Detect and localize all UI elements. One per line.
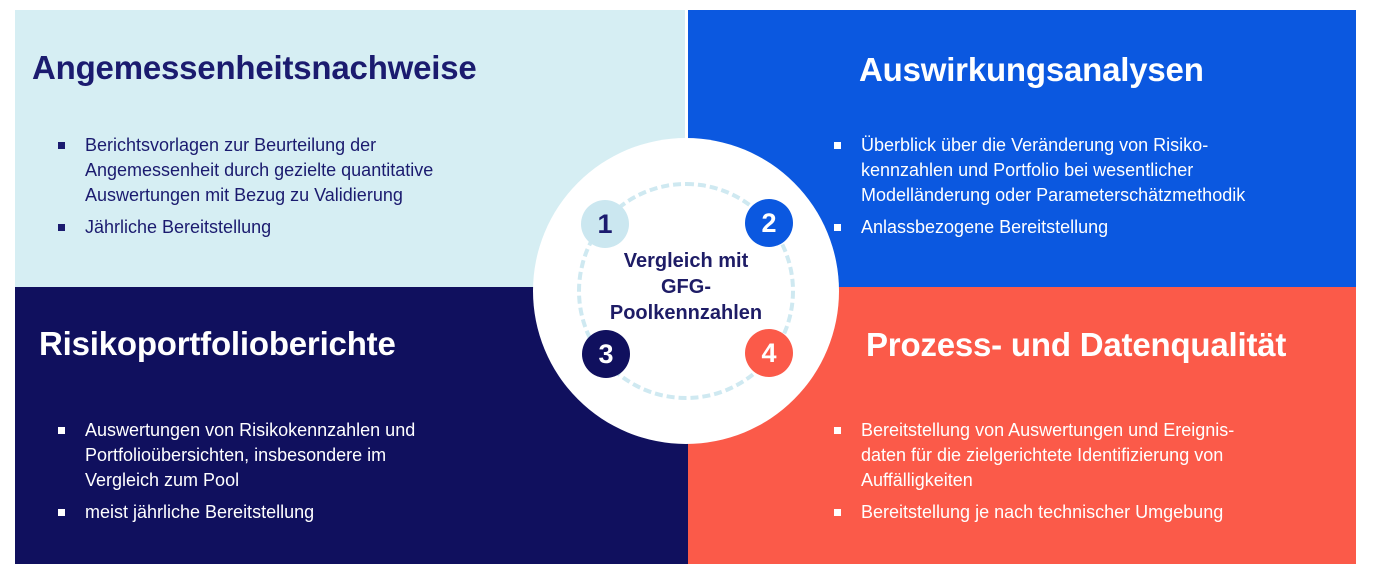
bullet-text: Anlassbezogene Bereitstellung [861, 217, 1109, 237]
bullet-text: meist jährliche Bereitstellung [85, 502, 315, 522]
step-badge-2: 2 [745, 199, 793, 247]
bullet-square-icon [58, 509, 65, 516]
bullet-square-icon [58, 142, 65, 149]
quadrant-risikoportfolioberichte: Risikoportfolioberichte Auswertungen von… [15, 287, 688, 564]
center-label-line: Poolkennzahlen [609, 302, 763, 324]
bullet-item: Überblick über die Veränderung von Risik… [833, 133, 1333, 208]
bullet-item: Jährliche Bereitstellung [57, 215, 577, 240]
bullet-list: Auswertungen von Risikokennzahlen und Po… [57, 418, 577, 532]
quadrant-title: Risikoportfolioberichte [39, 325, 396, 362]
center-label: Vergleich mit GFG- Poolkennzahlen [566, 248, 806, 326]
bullet-square-icon [834, 427, 841, 434]
bullet-text: Auswertungen von Risikokennzahlen und Po… [85, 420, 416, 490]
step-badge-3: 3 [582, 330, 630, 378]
quadrant-angemessenheitsnachweise: Angemessenheitsnachweise Berichtsvorlage… [15, 10, 685, 287]
step-badge-1: 1 [581, 200, 629, 248]
bullet-square-icon [58, 427, 65, 434]
bullet-square-icon [834, 509, 841, 516]
bullet-item: Bereitstellung von Auswertungen und Erei… [833, 418, 1333, 493]
bullet-item: Bereitstellung je nach technischer Umgeb… [833, 500, 1333, 525]
bullet-item: Auswertungen von Risikokennzahlen und Po… [57, 418, 577, 493]
bullet-text: Berichtsvorlagen zur Beurteilung der Ang… [85, 135, 434, 205]
bullet-text: Überblick über die Veränderung von Risik… [861, 135, 1246, 205]
bullet-list: Bereitstellung von Auswertungen und Erei… [833, 418, 1333, 532]
bullet-square-icon [834, 224, 841, 231]
bullet-item: Berichtsvorlagen zur Beurteilung der Ang… [57, 133, 577, 208]
quadrant-title: Angemessenheitsnachweise [32, 49, 477, 86]
bullet-item: Anlassbezogene Bereitstellung [833, 215, 1333, 240]
center-label-line: GFG- [661, 276, 711, 298]
quadrant-title: Auswirkungsanalysen [859, 51, 1204, 88]
bullet-text: Jährliche Bereitstellung [85, 217, 272, 237]
quadrant-title: Prozess- und Datenqualität [866, 326, 1287, 363]
bullet-list: Überblick über die Veränderung von Risik… [833, 133, 1333, 247]
bullet-text: Bereitstellung je nach technischer Umgeb… [861, 502, 1224, 522]
bullet-list: Berichtsvorlagen zur Beurteilung der Ang… [57, 133, 577, 247]
dashed-ring-icon [577, 182, 795, 400]
bullet-item: meist jährliche Bereitstellung [57, 500, 577, 525]
bullet-square-icon [58, 224, 65, 231]
step-badge-4: 4 [745, 329, 793, 377]
center-label-line: Vergleich mit [623, 250, 749, 272]
bullet-square-icon [834, 142, 841, 149]
bullet-text: Bereitstellung von Auswertungen und Erei… [861, 420, 1235, 490]
